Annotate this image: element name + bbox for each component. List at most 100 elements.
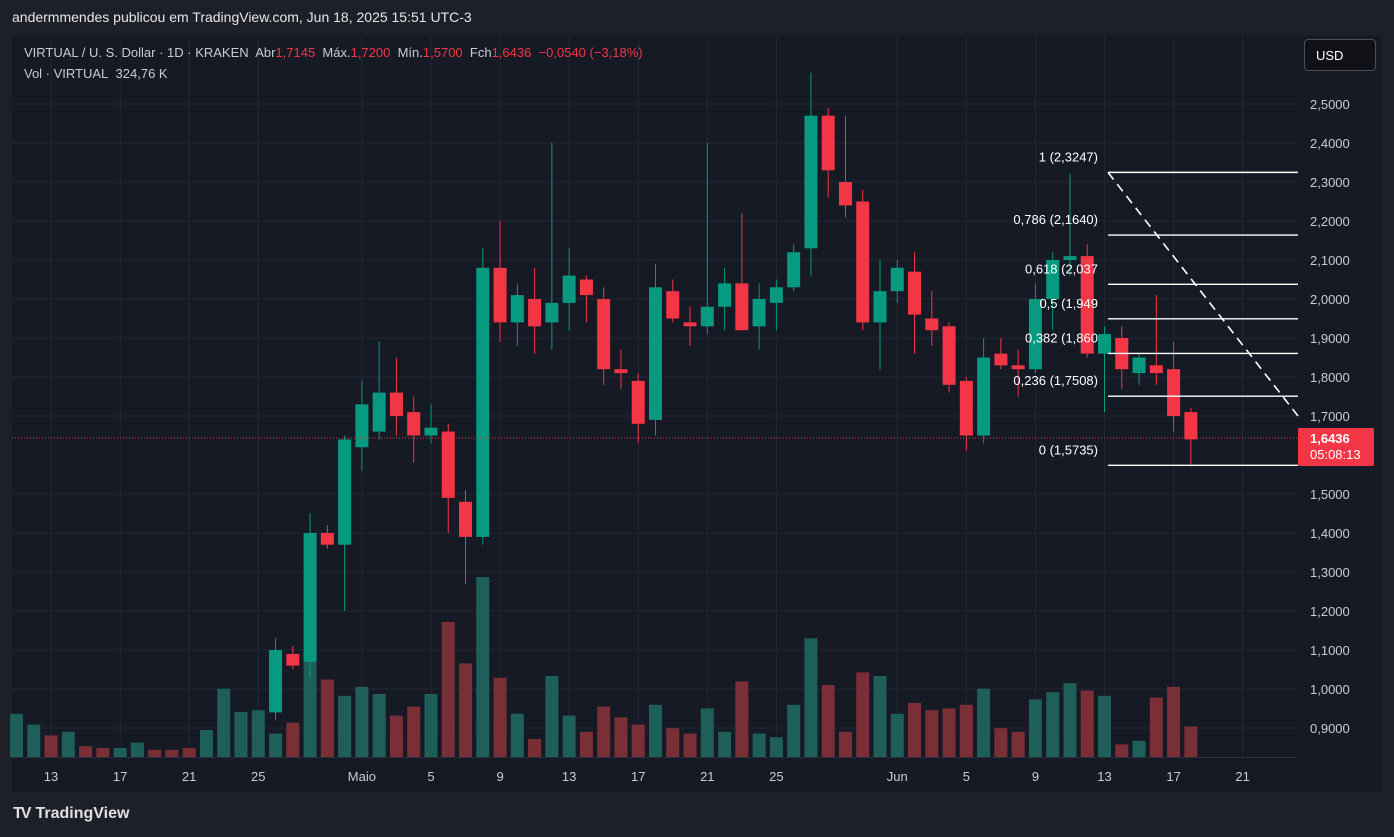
candle-body (1098, 334, 1112, 354)
time-tick-label: 5 (427, 769, 434, 784)
time-tick-label: 13 (1097, 769, 1111, 784)
candle-body (821, 115, 835, 171)
price-tick-label: 2,4000 (1310, 136, 1350, 151)
volume-bar (1149, 697, 1163, 757)
time-tick-label: 25 (251, 769, 265, 784)
volume-bar (666, 728, 680, 757)
volume-value: 324,76 K (115, 66, 168, 81)
currency-button[interactable]: USD (1304, 39, 1376, 71)
candle-body (994, 353, 1008, 366)
volume-bar (441, 622, 455, 757)
volume-bar (130, 742, 144, 757)
candle-body (977, 357, 991, 436)
candle-body (545, 302, 559, 323)
candle-body (1080, 256, 1094, 354)
candle-body (372, 392, 386, 432)
candle-body (562, 275, 576, 303)
volume-legend: Vol · VIRTUAL 324,76 K (24, 66, 168, 81)
volume-bar (821, 685, 835, 757)
open-label: Abr (255, 45, 276, 60)
volume-bar (1080, 690, 1094, 757)
volume-bar (528, 739, 542, 757)
volume-bar (752, 733, 766, 757)
volume-bar (700, 708, 714, 757)
volume-bar (182, 748, 196, 757)
price-tick-label: 1,3000 (1310, 565, 1350, 580)
candle-body (407, 412, 421, 436)
fib-level-label: 0 (1,5735) (1039, 442, 1098, 457)
candle-body (1149, 365, 1163, 374)
candle-body (493, 267, 507, 323)
volume-bar (10, 713, 23, 757)
volume-bar (510, 713, 524, 757)
low-label: Mín. (397, 45, 423, 60)
candle-body (959, 380, 973, 436)
price-axis: 2,5000 2,4000 2,3000 2,2000 2,1000 2,0000 1,90… (1310, 97, 1350, 736)
volume-bar (631, 724, 645, 757)
time-tick-label: 13 (562, 769, 576, 784)
volume-bar (959, 704, 973, 757)
price-tick-label: 1,5000 (1310, 487, 1350, 502)
volume-bar (942, 708, 956, 757)
candle-body (1184, 412, 1198, 440)
price-tick-label: 2,5000 (1310, 97, 1350, 112)
volume-bar (372, 694, 386, 757)
time-tick-label: 17 (113, 769, 127, 784)
brand-name: TradingView (35, 805, 130, 822)
price-tick-label: 2,2000 (1310, 214, 1350, 229)
candle-body (873, 291, 887, 323)
candle-body (338, 439, 352, 545)
volume-bar (217, 688, 231, 757)
price-tick-label: 2,1000 (1310, 253, 1350, 268)
volume-bar (1115, 744, 1129, 757)
candle-body (476, 267, 490, 537)
candles (12, 72, 1297, 721)
candle-body (579, 279, 593, 296)
bar-countdown: 05:08:13 (1310, 447, 1361, 462)
candle-body (683, 322, 697, 327)
candle-body (718, 283, 732, 307)
candle-body (614, 369, 628, 374)
candle-body (787, 252, 801, 288)
volume-bar (269, 733, 283, 757)
candle-body (648, 287, 662, 420)
volume-bar (614, 717, 628, 757)
volume-bar (908, 703, 922, 757)
time-tick-label: 21 (1235, 769, 1249, 784)
volume-bar (303, 652, 317, 757)
chart-frame (12, 35, 1382, 792)
time-tick-label: Maio (348, 769, 376, 784)
volume-bar (148, 749, 162, 757)
candle-body (355, 404, 369, 448)
volume-bar (27, 724, 41, 757)
volume-bar (597, 706, 611, 757)
fib-level-label: 0,786 (2,1640) (1013, 212, 1098, 227)
price-tick-label: 1,4000 (1310, 526, 1350, 541)
price-tick-label: 1,8000 (1310, 370, 1350, 385)
time-tick-label: 25 (769, 769, 783, 784)
volume-bar (251, 710, 265, 757)
volume-label: Vol · VIRTUAL (24, 66, 109, 81)
volume-bar (424, 694, 438, 757)
change-value: −0,0540 (−3,18%) (538, 45, 643, 60)
price-tick-label: 1,9000 (1310, 331, 1350, 346)
high-value: 1,7200 (350, 45, 391, 60)
volume-bar (79, 746, 93, 757)
candle-body (1063, 256, 1077, 260)
volume-bar (1063, 683, 1077, 757)
time-tick-label: 21 (700, 769, 714, 784)
candle-body (1011, 365, 1025, 370)
tradingview-brand[interactable]: TV TradingView (13, 805, 129, 823)
volume-bar (769, 737, 783, 757)
candle-body (459, 501, 473, 537)
candle-body (631, 380, 645, 424)
volume-bar (1046, 692, 1060, 757)
candle-body (735, 283, 749, 331)
candle-body (804, 115, 818, 249)
volume-bar (1028, 699, 1042, 757)
volume-bar (1184, 726, 1198, 757)
time-tick-label: Jun (887, 769, 908, 784)
volume-bar (96, 748, 110, 757)
published-caption: andermmendes publicou em TradingView.com… (12, 9, 472, 25)
